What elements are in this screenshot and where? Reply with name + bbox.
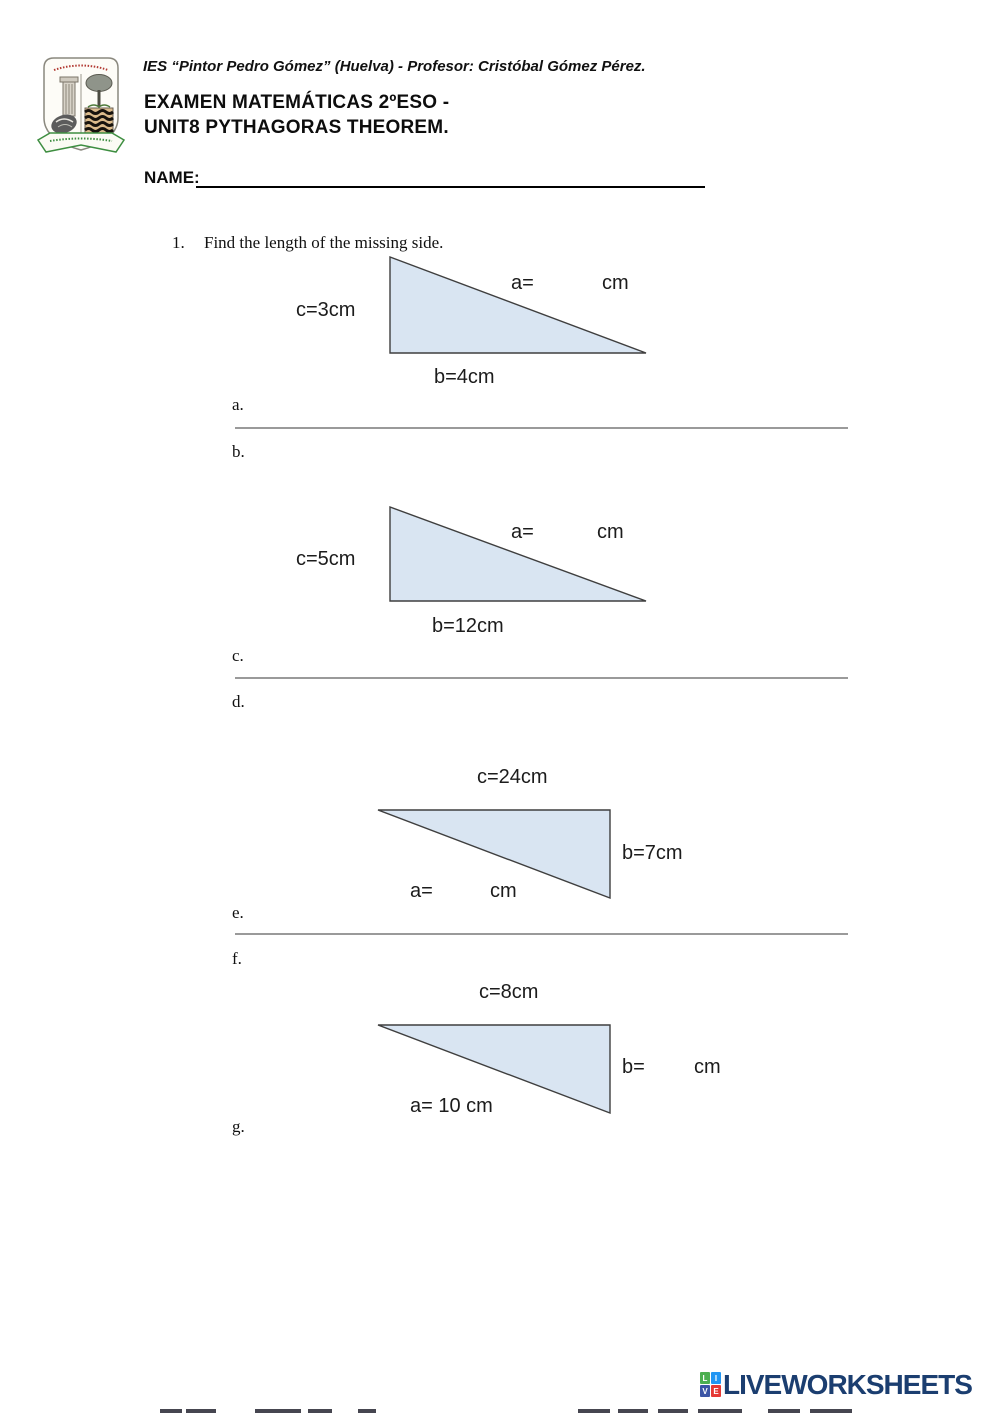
triangle-2 [389,505,647,602]
answer-input-d[interactable] [255,690,845,712]
answer-line-1 [235,427,848,429]
triangle-3 [377,809,611,900]
school-crest-logo [36,57,126,153]
exam-title-line-2: UNIT8 PYTHAGORAS THEOREM. [144,117,449,138]
triangle-2-c-label: c=5cm [296,548,356,570]
name-blank-line[interactable] [196,186,705,188]
triangle-1-answer-input[interactable] [544,271,598,297]
triangle-3-c-label: c=24cm [477,766,548,788]
question-number: 1. [172,233,185,252]
answer-letter-d: d. [232,692,245,711]
triangle-2-b-label: b=12cm [432,615,504,637]
exam-title-line-1: EXAMEN MATEMÁTICAS 2ºESO - [144,92,450,113]
triangle-4-answer-input[interactable] [655,1055,691,1081]
triangle-4-a-label: a= 10 cm [410,1095,493,1117]
answer-input-e[interactable] [255,901,845,923]
answer-input-f[interactable] [255,947,845,969]
answer-letter-g: g. [232,1117,245,1136]
answer-letter-b: b. [232,442,245,461]
triangle-2-a-label: a= [511,521,534,543]
answer-line-2 [235,677,848,679]
answer-letter-e: e. [232,903,244,922]
liveworksheets-logo-icon: L I V E [700,1372,721,1397]
answer-letter-f: f. [232,949,242,968]
triangle-4-b-label: b= [622,1056,645,1078]
triangle-4 [377,1024,611,1115]
triangle-1 [389,255,647,354]
answer-input-c[interactable] [255,644,845,666]
triangle-3-b-label: b=7cm [622,842,683,864]
name-label: NAME: [144,168,200,187]
answer-input-b[interactable] [255,440,845,462]
answer-letter-c: c. [232,646,244,665]
triangle-2-answer-input[interactable] [544,520,594,546]
school-header-line: IES “Pintor Pedro Gómez” (Huelva) - Prof… [143,58,646,75]
triangle-2-a-unit: cm [597,521,624,543]
triangle-1-b-label: b=4cm [434,366,495,388]
triangle-4-b-unit: cm [694,1056,721,1078]
logo-square-l: L [700,1372,710,1384]
triangle-3-a-unit: cm [490,880,517,902]
question-text: Find the length of the missing side. [204,233,444,252]
triangle-4-c-label: c=8cm [479,981,539,1003]
answer-line-3 [235,933,848,935]
answer-input-g[interactable] [255,1115,845,1137]
triangle-1-c-label: c=3cm [296,299,356,321]
triangle-1-a-label: a= [511,272,534,294]
liveworksheets-wordmark: LIVEWORKSHEETS [723,1369,973,1400]
answer-input-a[interactable] [255,393,845,415]
logo-square-e: E [711,1385,721,1397]
logo-square-i: I [711,1372,721,1384]
triangle-3-answer-input[interactable] [443,879,487,905]
triangle-1-a-unit: cm [602,272,629,294]
logo-square-v: V [700,1385,710,1397]
answer-letter-a: a. [232,395,244,414]
triangle-3-a-label: a= [410,880,433,902]
